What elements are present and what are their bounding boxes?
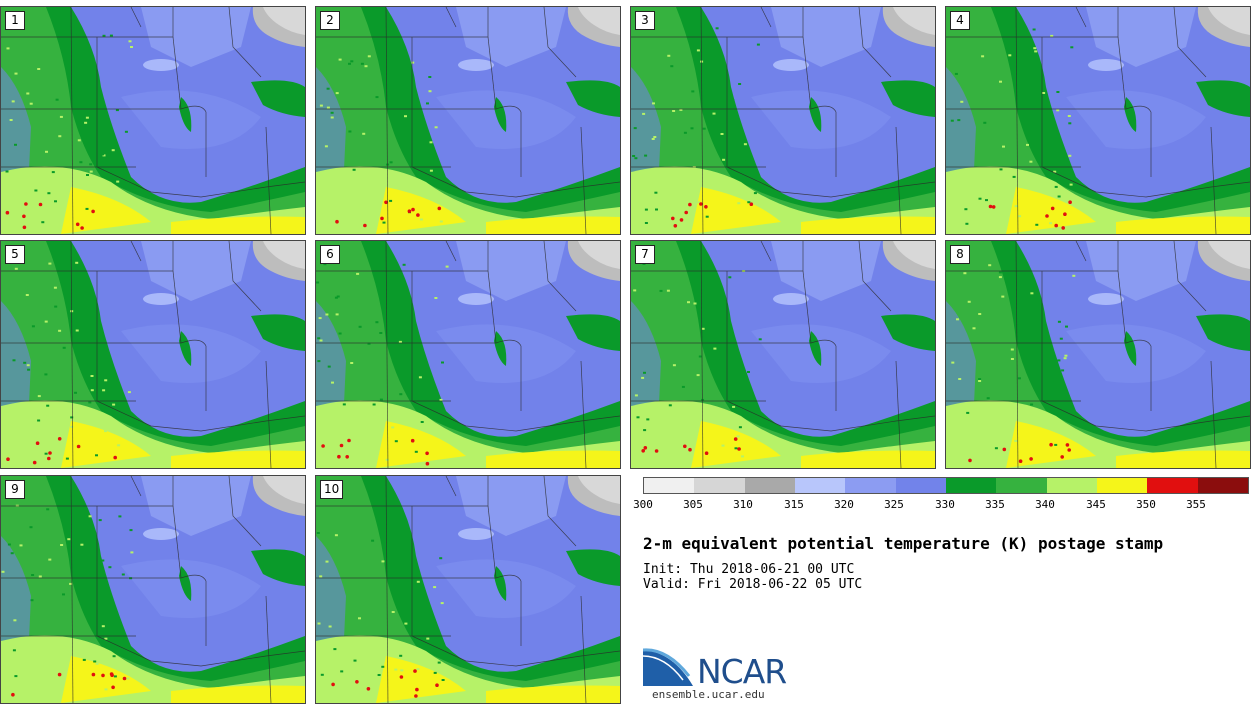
stamp-map-3 [631, 7, 935, 234]
colorbar-tick: 305 [683, 498, 703, 511]
colorbar-tick: 355 [1186, 498, 1206, 511]
colorbar-segment [644, 478, 695, 493]
ncar-logo-icon [643, 648, 693, 686]
stamp-map-5 [1, 241, 305, 468]
stamp-10[interactable]: 10 [315, 475, 621, 704]
colorbar-segment [1197, 478, 1248, 493]
valid-time: Valid: Fri 2018-06-22 05 UTC [643, 577, 863, 592]
colorbar-tick: 345 [1086, 498, 1106, 511]
colorbar-tick: 350 [1136, 498, 1156, 511]
logo-text: NCAR [697, 652, 787, 691]
stamp-map-4 [946, 7, 1250, 234]
stamp-number: 8 [950, 245, 970, 264]
stamp-number: 1 [5, 11, 25, 30]
colorbar-segment [744, 478, 795, 493]
stamp-map-7 [631, 241, 935, 468]
stamp-map-10 [316, 476, 620, 703]
colorbar-tick: 315 [784, 498, 804, 511]
colorbar-segment [1147, 478, 1198, 493]
stamp-8[interactable]: 8 [945, 240, 1251, 469]
colorbar-segment [996, 478, 1047, 493]
colorbar-tick: 325 [884, 498, 904, 511]
logo-url[interactable]: ensemble.ucar.edu [652, 688, 765, 701]
colorbar-segment [694, 478, 745, 493]
stamp-map-8 [946, 241, 1250, 468]
stamp-map-1 [1, 7, 305, 234]
stamp-number: 7 [635, 245, 655, 264]
stamp-map-9 [1, 476, 305, 703]
stamp-number: 3 [635, 11, 655, 30]
stamp-9[interactable]: 9 [0, 475, 306, 704]
stamp-number: 10 [320, 480, 344, 499]
colorbar-segment [945, 478, 997, 493]
colorbar-tick: 320 [834, 498, 854, 511]
stamp-1[interactable]: 1 [0, 6, 306, 235]
stamp-6[interactable]: 6 [315, 240, 621, 469]
colorbar-tick: 335 [985, 498, 1005, 511]
stamp-number: 9 [5, 480, 25, 499]
stamp-map-2 [316, 7, 620, 234]
colorbar [643, 477, 1249, 494]
stamp-4[interactable]: 4 [945, 6, 1251, 235]
colorbar-tick: 340 [1035, 498, 1055, 511]
stamp-7[interactable]: 7 [630, 240, 936, 469]
stamp-number: 6 [320, 245, 340, 264]
colorbar-tick: 330 [935, 498, 955, 511]
colorbar-tick: 300 [633, 498, 653, 511]
stamp-number: 5 [5, 245, 25, 264]
colorbar-segment [895, 478, 946, 493]
init-time: Init: Thu 2018-06-21 00 UTC [643, 562, 855, 577]
colorbar-tick: 310 [733, 498, 753, 511]
stamp-map-6 [316, 241, 620, 468]
colorbar-segment [794, 478, 846, 493]
stamp-5[interactable]: 5 [0, 240, 306, 469]
colorbar-segment [1046, 478, 1097, 493]
chart-title: 2-m equivalent potential temperature (K)… [643, 534, 1164, 553]
stamp-number: 2 [320, 11, 340, 30]
colorbar-segment [845, 478, 896, 493]
colorbar-segment [1096, 478, 1148, 493]
stamp-3[interactable]: 3 [630, 6, 936, 235]
stamp-number: 4 [950, 11, 970, 30]
stamp-2[interactable]: 2 [315, 6, 621, 235]
